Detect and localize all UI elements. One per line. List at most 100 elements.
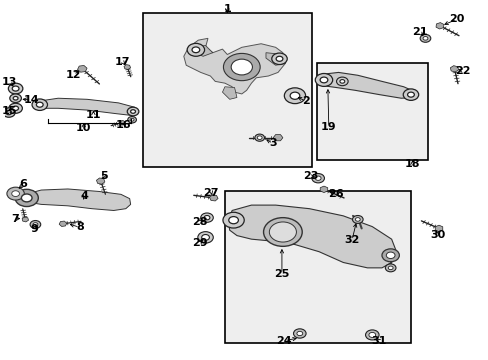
Circle shape bbox=[284, 88, 305, 104]
Circle shape bbox=[315, 73, 332, 86]
Polygon shape bbox=[434, 225, 442, 231]
Circle shape bbox=[381, 249, 399, 262]
Polygon shape bbox=[78, 66, 87, 72]
Circle shape bbox=[12, 191, 20, 197]
Circle shape bbox=[8, 83, 23, 94]
Circle shape bbox=[192, 47, 199, 53]
Text: 22: 22 bbox=[454, 66, 469, 76]
Text: 7: 7 bbox=[11, 214, 19, 224]
Circle shape bbox=[274, 226, 291, 238]
Text: 2: 2 bbox=[301, 96, 309, 106]
Text: 13: 13 bbox=[1, 77, 17, 87]
Circle shape bbox=[6, 111, 12, 115]
Circle shape bbox=[352, 216, 363, 224]
Circle shape bbox=[15, 189, 38, 207]
Text: 27: 27 bbox=[203, 188, 219, 198]
Polygon shape bbox=[59, 221, 67, 226]
Text: 10: 10 bbox=[76, 123, 91, 133]
Text: 12: 12 bbox=[66, 70, 81, 80]
Circle shape bbox=[365, 330, 378, 340]
Text: 29: 29 bbox=[192, 238, 207, 248]
Circle shape bbox=[130, 118, 134, 121]
Text: 6: 6 bbox=[20, 179, 27, 189]
Circle shape bbox=[263, 218, 302, 246]
Text: 30: 30 bbox=[429, 230, 444, 239]
Polygon shape bbox=[449, 66, 458, 72]
Bar bbox=[316, 63, 427, 160]
Circle shape bbox=[271, 53, 286, 64]
Polygon shape bbox=[183, 39, 285, 94]
Polygon shape bbox=[124, 64, 130, 69]
Circle shape bbox=[355, 218, 360, 221]
Polygon shape bbox=[222, 87, 237, 99]
Text: 1: 1 bbox=[223, 4, 231, 14]
Text: 5: 5 bbox=[100, 171, 108, 181]
Circle shape bbox=[198, 231, 213, 243]
Circle shape bbox=[228, 217, 238, 224]
Circle shape bbox=[422, 37, 427, 40]
Circle shape bbox=[127, 117, 136, 123]
Polygon shape bbox=[22, 217, 28, 222]
Circle shape bbox=[387, 266, 392, 270]
Text: 14: 14 bbox=[24, 95, 40, 105]
Circle shape bbox=[254, 134, 264, 141]
Circle shape bbox=[2, 108, 15, 117]
Circle shape bbox=[223, 53, 260, 81]
Text: 32: 32 bbox=[344, 235, 359, 245]
Bar bbox=[142, 13, 311, 167]
Circle shape bbox=[386, 252, 394, 258]
Text: 11: 11 bbox=[85, 111, 101, 121]
Circle shape bbox=[385, 264, 395, 272]
Text: 23: 23 bbox=[302, 171, 318, 181]
Circle shape bbox=[293, 329, 305, 338]
Polygon shape bbox=[120, 121, 125, 125]
Text: 16: 16 bbox=[116, 121, 131, 130]
Circle shape bbox=[403, 89, 418, 100]
Circle shape bbox=[320, 77, 327, 83]
Circle shape bbox=[231, 59, 252, 75]
Circle shape bbox=[203, 216, 209, 220]
Text: 28: 28 bbox=[192, 217, 207, 227]
Circle shape bbox=[257, 136, 262, 139]
Text: 18: 18 bbox=[404, 159, 419, 169]
Polygon shape bbox=[36, 98, 135, 116]
Circle shape bbox=[187, 43, 204, 56]
Polygon shape bbox=[23, 189, 130, 211]
Polygon shape bbox=[320, 72, 415, 98]
Circle shape bbox=[336, 77, 347, 86]
Circle shape bbox=[276, 56, 283, 61]
Circle shape bbox=[201, 234, 209, 240]
Text: 20: 20 bbox=[448, 14, 464, 24]
Text: 24: 24 bbox=[276, 336, 291, 346]
Polygon shape bbox=[96, 178, 104, 184]
Circle shape bbox=[311, 174, 324, 183]
Circle shape bbox=[269, 222, 296, 242]
Circle shape bbox=[223, 212, 244, 228]
Circle shape bbox=[7, 187, 24, 200]
Polygon shape bbox=[435, 23, 443, 29]
Circle shape bbox=[13, 96, 18, 100]
Circle shape bbox=[368, 332, 375, 337]
Polygon shape bbox=[191, 45, 212, 56]
Circle shape bbox=[419, 35, 430, 42]
Circle shape bbox=[9, 103, 22, 113]
Text: 17: 17 bbox=[115, 57, 130, 67]
Circle shape bbox=[339, 80, 344, 83]
Text: 4: 4 bbox=[81, 191, 88, 201]
Polygon shape bbox=[273, 135, 283, 141]
Circle shape bbox=[127, 107, 139, 116]
Circle shape bbox=[407, 92, 413, 97]
Circle shape bbox=[315, 176, 321, 180]
Circle shape bbox=[36, 102, 43, 107]
Bar bbox=[224, 191, 410, 343]
Polygon shape bbox=[209, 195, 218, 201]
Text: 26: 26 bbox=[327, 189, 343, 199]
Text: 31: 31 bbox=[370, 336, 386, 346]
Circle shape bbox=[33, 223, 38, 226]
Text: 21: 21 bbox=[411, 27, 427, 37]
Circle shape bbox=[12, 86, 19, 91]
Text: 15: 15 bbox=[1, 106, 17, 116]
Text: 9: 9 bbox=[30, 225, 38, 234]
Circle shape bbox=[32, 99, 47, 111]
Text: 25: 25 bbox=[274, 269, 289, 279]
